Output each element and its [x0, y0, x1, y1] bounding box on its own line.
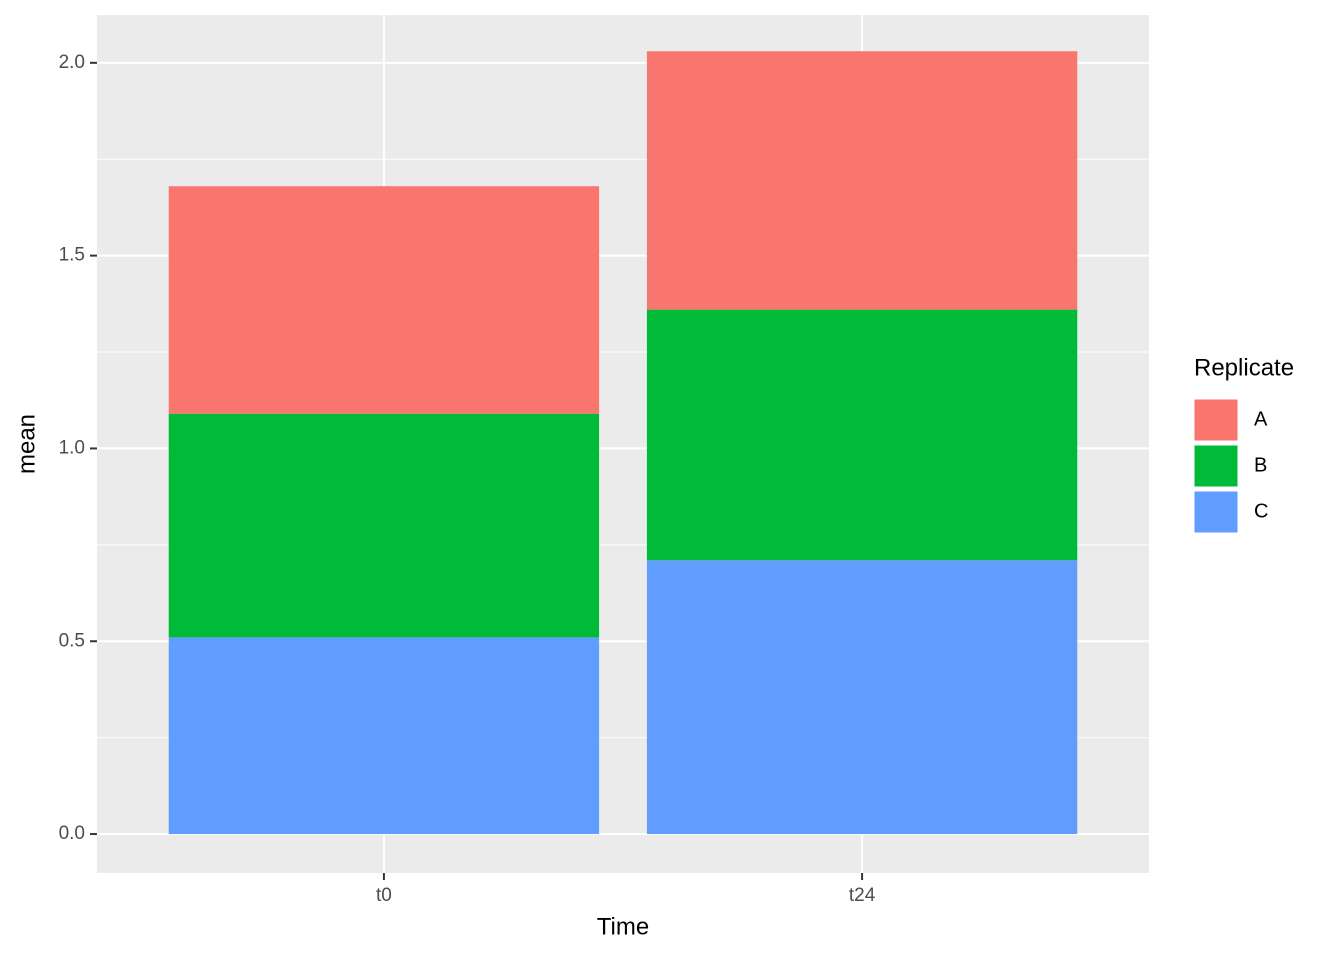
x-axis-title: Time: [597, 913, 649, 940]
x-tick-label: t0: [376, 885, 392, 906]
legend-title: Replicate: [1194, 354, 1294, 381]
legend-label: B: [1254, 454, 1267, 476]
legend-key: [1193, 444, 1239, 488]
y-tick-label: 1.5: [59, 245, 85, 266]
bar-segment: [646, 51, 1078, 310]
legend-label: C: [1254, 500, 1268, 522]
x-tick-label: t24: [849, 885, 876, 906]
bar-segment: [168, 637, 600, 835]
bar-segment: [168, 413, 600, 638]
legend-label: A: [1254, 408, 1268, 430]
bar-segment: [646, 309, 1078, 561]
y-tick-label: 0.5: [59, 630, 85, 651]
legend-key: [1193, 398, 1239, 442]
y-tick-label: 0.0: [59, 823, 85, 844]
bar-segment: [168, 186, 600, 414]
y-tick-label: 1.0: [59, 437, 85, 458]
bar-segment: [646, 560, 1078, 835]
y-tick-label: 2.0: [59, 52, 85, 73]
y-axis-title: mean: [13, 414, 40, 474]
legend-key: [1193, 490, 1239, 534]
